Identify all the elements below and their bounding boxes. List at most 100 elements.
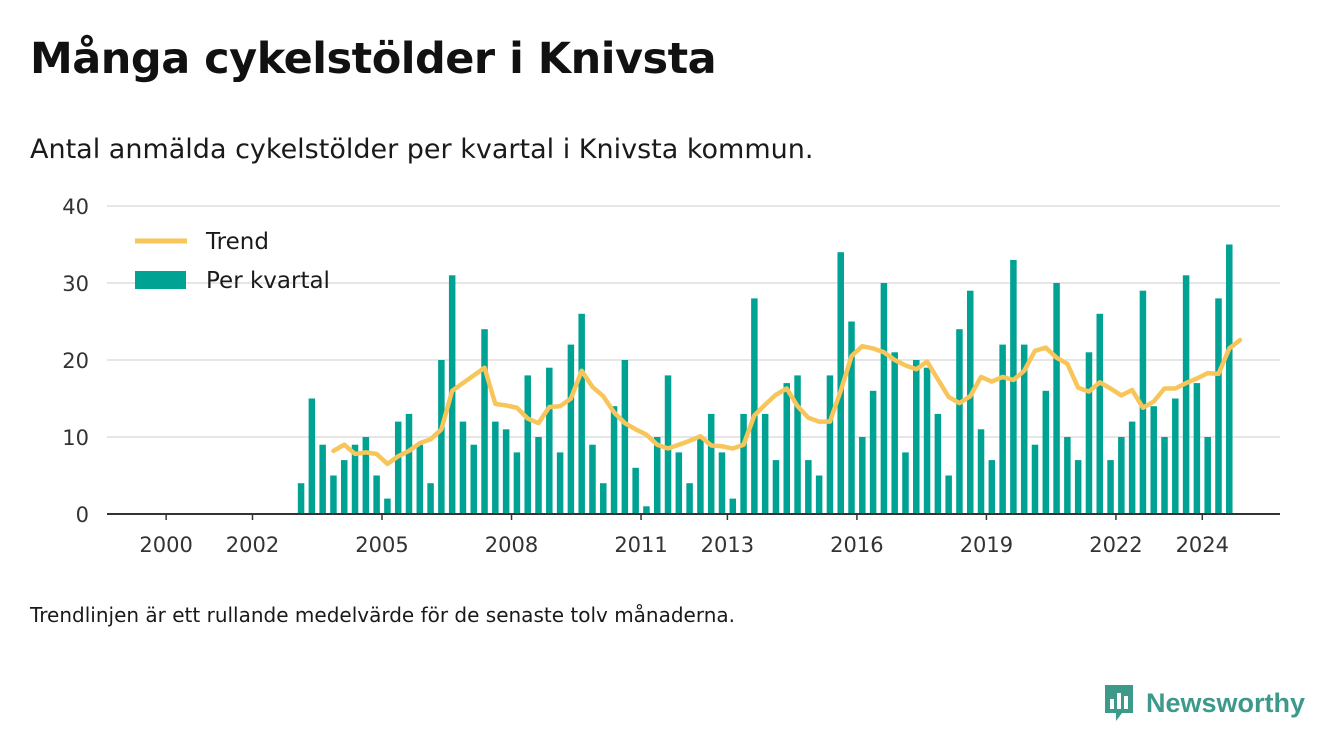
bar xyxy=(707,413,715,514)
bar xyxy=(427,483,434,514)
bar xyxy=(610,406,618,514)
bar xyxy=(492,421,499,514)
bar xyxy=(653,437,661,514)
x-tick-label: 2019 xyxy=(960,533,1013,557)
bar xyxy=(1172,398,1179,514)
bar xyxy=(761,413,769,514)
bar xyxy=(869,390,877,514)
bar xyxy=(589,444,596,514)
bar xyxy=(319,444,326,514)
bar xyxy=(988,460,996,514)
x-tick-label: 2011 xyxy=(614,533,667,557)
bar xyxy=(481,329,488,514)
bar xyxy=(1074,460,1082,514)
y-tick-label: 0 xyxy=(76,503,89,527)
x-tick-label: 2002 xyxy=(226,533,279,557)
bar xyxy=(805,460,812,514)
bar xyxy=(556,452,564,514)
bar xyxy=(351,444,359,514)
bar xyxy=(535,437,542,514)
bar xyxy=(416,444,424,514)
bar xyxy=(664,375,672,514)
bar xyxy=(956,329,963,514)
y-tick-label: 40 xyxy=(62,195,89,219)
bar xyxy=(1204,437,1211,514)
bar xyxy=(999,344,1006,514)
footnote: Trendlinjen är ett rullande medelvärde f… xyxy=(30,603,736,627)
legend-label-per-kvartal: Per kvartal xyxy=(206,268,330,294)
bar xyxy=(945,475,952,514)
bar xyxy=(308,398,316,514)
bar xyxy=(966,290,974,514)
y-tick-label: 30 xyxy=(62,272,89,296)
bar xyxy=(621,360,629,514)
bar xyxy=(578,313,585,514)
newsworthy-logo: Newsworthy xyxy=(1102,682,1305,724)
bar xyxy=(1107,460,1114,514)
bar xyxy=(1042,390,1050,514)
bar xyxy=(1128,421,1136,514)
bar xyxy=(1139,290,1147,514)
bar xyxy=(459,421,467,514)
bar xyxy=(362,437,370,514)
bar xyxy=(880,283,888,514)
bar xyxy=(1053,283,1060,514)
bar xyxy=(384,498,391,514)
bar xyxy=(1085,352,1093,514)
bar xyxy=(902,452,909,514)
bar xyxy=(1096,313,1103,514)
line-series-trend xyxy=(331,337,1243,467)
bar xyxy=(783,383,790,514)
chart-title: Många cykelstölder i Knivsta xyxy=(30,34,717,84)
gridlines xyxy=(107,205,1280,438)
bar xyxy=(697,437,704,514)
bar xyxy=(815,475,823,514)
bar xyxy=(643,506,650,514)
bar xyxy=(1182,275,1190,514)
bar xyxy=(524,375,531,514)
bar-series-per-kvartal xyxy=(297,244,1233,514)
bar xyxy=(718,452,726,514)
bar xyxy=(794,375,801,514)
bar xyxy=(1031,444,1039,514)
bar xyxy=(686,483,693,514)
bar xyxy=(394,421,402,514)
bar xyxy=(826,375,834,514)
bar xyxy=(913,360,920,514)
bar xyxy=(1226,244,1233,514)
trend-line xyxy=(331,337,1243,467)
bar xyxy=(1193,383,1201,514)
legend-swatch-per-kvartal xyxy=(135,271,186,289)
bar xyxy=(848,321,855,514)
bar xyxy=(405,413,413,514)
logo-text: Newsworthy xyxy=(1146,687,1306,718)
bar xyxy=(470,444,477,514)
bar xyxy=(1215,298,1222,514)
bar xyxy=(772,460,780,514)
bar xyxy=(513,452,521,514)
x-tick-label: 2016 xyxy=(830,533,883,557)
bar xyxy=(600,483,607,514)
y-tick-label: 20 xyxy=(62,349,89,373)
newsworthy-logo-icon xyxy=(1105,685,1133,721)
bar xyxy=(740,413,747,514)
bar xyxy=(297,483,305,514)
bar xyxy=(1150,406,1157,514)
bar xyxy=(1020,344,1028,514)
bar xyxy=(859,437,866,514)
chart-subtitle: Antal anmälda cykelstölder per kvartal i… xyxy=(30,134,814,165)
bar xyxy=(751,298,758,514)
axes: 0 10 20 30 40 2000 2002 2005 2008 2011 2013 2016 201… xyxy=(62,195,1280,557)
bar xyxy=(729,498,737,514)
bar xyxy=(1064,437,1071,514)
x-tick-label: 2013 xyxy=(701,533,754,557)
legend: Trend Per kvartal xyxy=(135,229,330,294)
bar xyxy=(1161,437,1168,514)
bar xyxy=(340,460,348,514)
bar xyxy=(567,344,575,514)
bar xyxy=(675,452,683,514)
bar xyxy=(1118,437,1125,514)
x-tick-label: 2008 xyxy=(485,533,538,557)
bar xyxy=(330,475,337,514)
bar xyxy=(977,429,985,514)
